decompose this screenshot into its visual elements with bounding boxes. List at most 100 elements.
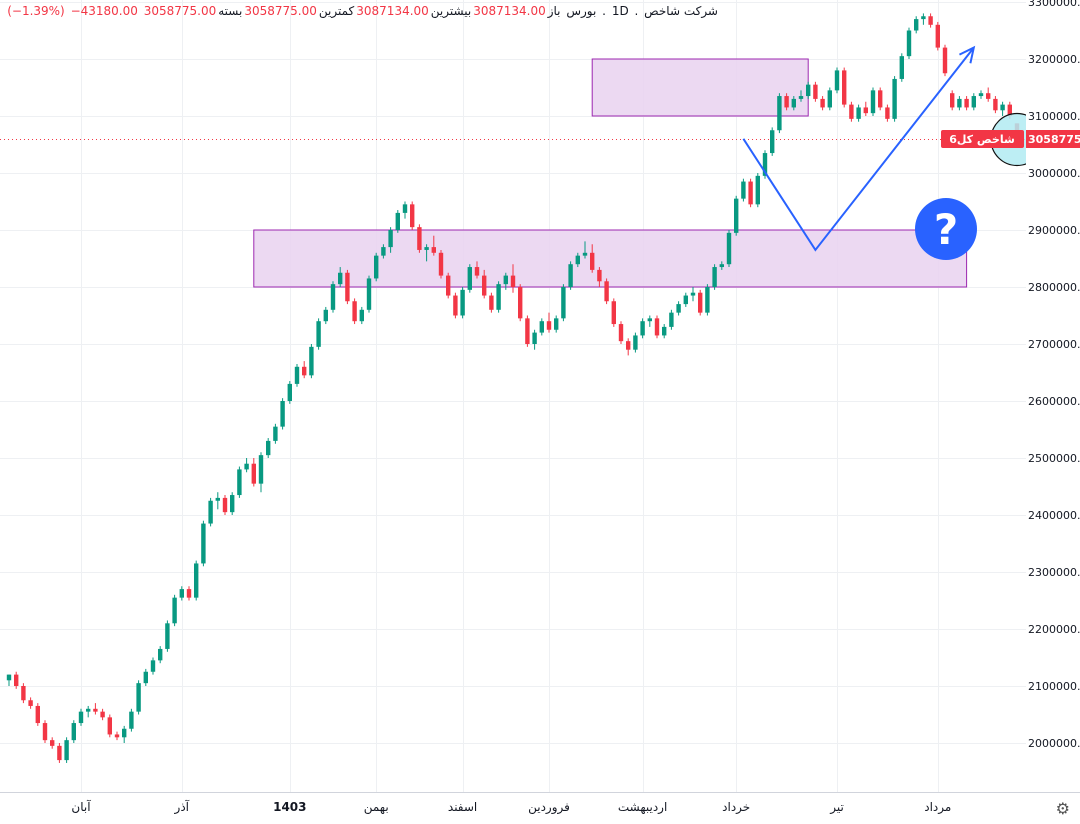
grid-lines (0, 0, 1026, 792)
y-tick-label: 2100000.0 (1028, 680, 1080, 693)
candle-body (158, 648, 163, 661)
candle-body (431, 247, 436, 253)
candle-body (1007, 104, 1012, 116)
gear-icon[interactable]: ⚙ (1055, 799, 1070, 818)
candles (6, 13, 1020, 763)
legend-separator: . (634, 4, 639, 18)
low-value: 3058775.00 (244, 4, 317, 18)
candle-body (143, 671, 148, 684)
candle-body (294, 366, 300, 384)
candle-body (273, 426, 278, 441)
candle-body (719, 264, 724, 268)
candle-body (993, 98, 998, 111)
candle-body (194, 563, 199, 598)
high-label: بیشترین (430, 4, 472, 18)
close-label: بسته (218, 4, 243, 18)
x-tick-label: اردیبهشت (618, 800, 667, 815)
candle-body (964, 98, 969, 108)
candle-body (942, 47, 948, 74)
candle-body (885, 107, 890, 119)
candle-body (532, 332, 537, 344)
candle-body (590, 252, 595, 270)
open-value: 3087134.00 (473, 4, 546, 18)
candle-body (986, 93, 991, 99)
price-tag-label: شاخص کل6 (949, 133, 1015, 146)
candle-body (438, 252, 444, 276)
y-tick-label: 2700000.0 (1028, 338, 1080, 351)
candle-body (546, 321, 552, 330)
candle-body (827, 90, 832, 108)
y-tick-label: 3300000.0 (1028, 0, 1080, 9)
candle-body (201, 523, 206, 564)
candle-body (280, 401, 285, 427)
candle-body (302, 366, 307, 376)
candle-body (755, 175, 760, 205)
candle-body (215, 497, 220, 501)
arrow-head (958, 45, 976, 64)
candle-body (518, 287, 523, 319)
candle-body (978, 93, 984, 97)
candle-body (561, 287, 566, 319)
candle-body (525, 318, 530, 344)
candle-body (633, 335, 638, 350)
candle-body (165, 623, 170, 649)
y-tick-label: 3000000.0 (1028, 167, 1080, 180)
candle-body (186, 589, 192, 598)
candle-body (338, 272, 343, 285)
candle-body (57, 745, 62, 761)
candle-body (914, 19, 919, 31)
candle-body (150, 660, 156, 672)
candle-body (424, 247, 429, 250)
candle-body (568, 264, 573, 287)
interval[interactable]: 1D (611, 4, 629, 18)
x-tick-label: تیر (829, 800, 844, 815)
candle-body (870, 90, 876, 114)
candle-body (726, 232, 732, 265)
candle-body (683, 295, 688, 305)
candle-body (798, 96, 804, 99)
x-tick-label: مرداد (924, 800, 951, 815)
candle-body (770, 130, 775, 154)
low-label: کمترین (318, 4, 355, 18)
candle-body (64, 740, 69, 761)
candle-body (863, 107, 868, 114)
candle-body (784, 96, 789, 108)
candle-body (849, 104, 854, 119)
candle-body (611, 301, 616, 325)
candle-body (352, 301, 357, 322)
candle-body (366, 278, 372, 310)
candle-body (669, 312, 674, 327)
change-percent: (−1.39%) (7, 4, 65, 18)
candle-body (345, 272, 350, 302)
y-tick-label: 2900000.0 (1028, 224, 1080, 237)
x-tick-label: آبان (71, 799, 91, 814)
candle-body (28, 700, 33, 706)
candle-body (136, 683, 141, 712)
x-tick-label: اسفند (448, 800, 477, 814)
candle-body (388, 230, 393, 248)
candle-body (21, 686, 26, 701)
candle-body (172, 597, 177, 624)
candle-body (582, 252, 588, 256)
candle-body (6, 674, 12, 681)
candle-body (330, 284, 336, 310)
candle-body (626, 341, 631, 350)
question-mark: ? (934, 205, 958, 254)
candle-body (71, 723, 76, 741)
candle-body (244, 463, 249, 470)
candle-body (482, 275, 487, 296)
y-tick-label: 2000000.0 (1028, 737, 1080, 750)
symbol-name[interactable]: شرکت شاخص (644, 4, 718, 18)
x-axis: آبان آذر 1403 بهمن اسفند فروردین اردیبهشت خرداد… (71, 799, 951, 815)
candle-body (662, 326, 667, 336)
candle-body (878, 90, 883, 108)
y-tick-label: 2500000.0 (1028, 452, 1080, 465)
price-tag: شاخص کل6 3058775.0 (941, 130, 1080, 148)
candle-body (791, 98, 796, 108)
candle-body (899, 56, 904, 79)
candle-body (460, 289, 465, 316)
candle-body (287, 383, 292, 401)
y-tick-label: 2300000.0 (1028, 566, 1080, 579)
candle-body (640, 321, 645, 336)
